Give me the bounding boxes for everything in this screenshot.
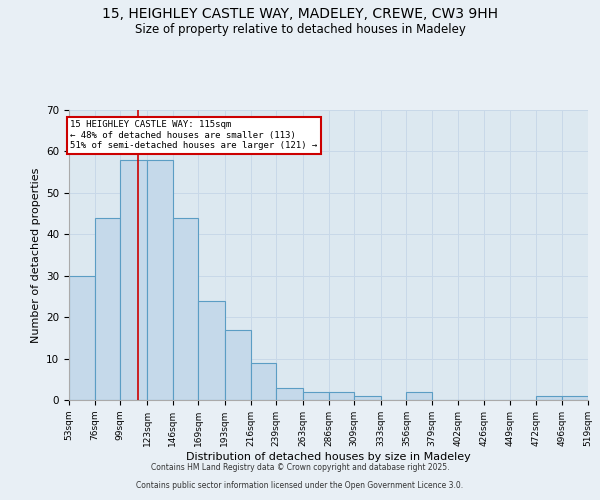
Text: Contains public sector information licensed under the Open Government Licence 3.: Contains public sector information licen… — [136, 481, 464, 490]
Y-axis label: Number of detached properties: Number of detached properties — [31, 168, 41, 342]
Bar — [198, 300, 225, 400]
Text: 15 HEIGHLEY CASTLE WAY: 115sqm
← 48% of detached houses are smaller (113)
51% of: 15 HEIGHLEY CASTLE WAY: 115sqm ← 48% of … — [70, 120, 317, 150]
Bar — [69, 276, 95, 400]
Bar — [562, 396, 588, 400]
Bar — [329, 392, 354, 400]
Bar — [173, 218, 198, 400]
Text: 15, HEIGHLEY CASTLE WAY, MADELEY, CREWE, CW3 9HH: 15, HEIGHLEY CASTLE WAY, MADELEY, CREWE,… — [102, 8, 498, 22]
Bar — [225, 330, 251, 400]
X-axis label: Distribution of detached houses by size in Madeley: Distribution of detached houses by size … — [186, 452, 471, 462]
Text: Contains HM Land Registry data © Crown copyright and database right 2025.: Contains HM Land Registry data © Crown c… — [151, 464, 449, 472]
Bar — [354, 396, 381, 400]
Bar — [147, 160, 173, 400]
Bar — [406, 392, 432, 400]
Bar — [251, 362, 276, 400]
Bar — [276, 388, 303, 400]
Bar — [95, 218, 120, 400]
Bar — [120, 160, 147, 400]
Bar — [536, 396, 562, 400]
Text: Size of property relative to detached houses in Madeley: Size of property relative to detached ho… — [134, 22, 466, 36]
Bar — [303, 392, 329, 400]
